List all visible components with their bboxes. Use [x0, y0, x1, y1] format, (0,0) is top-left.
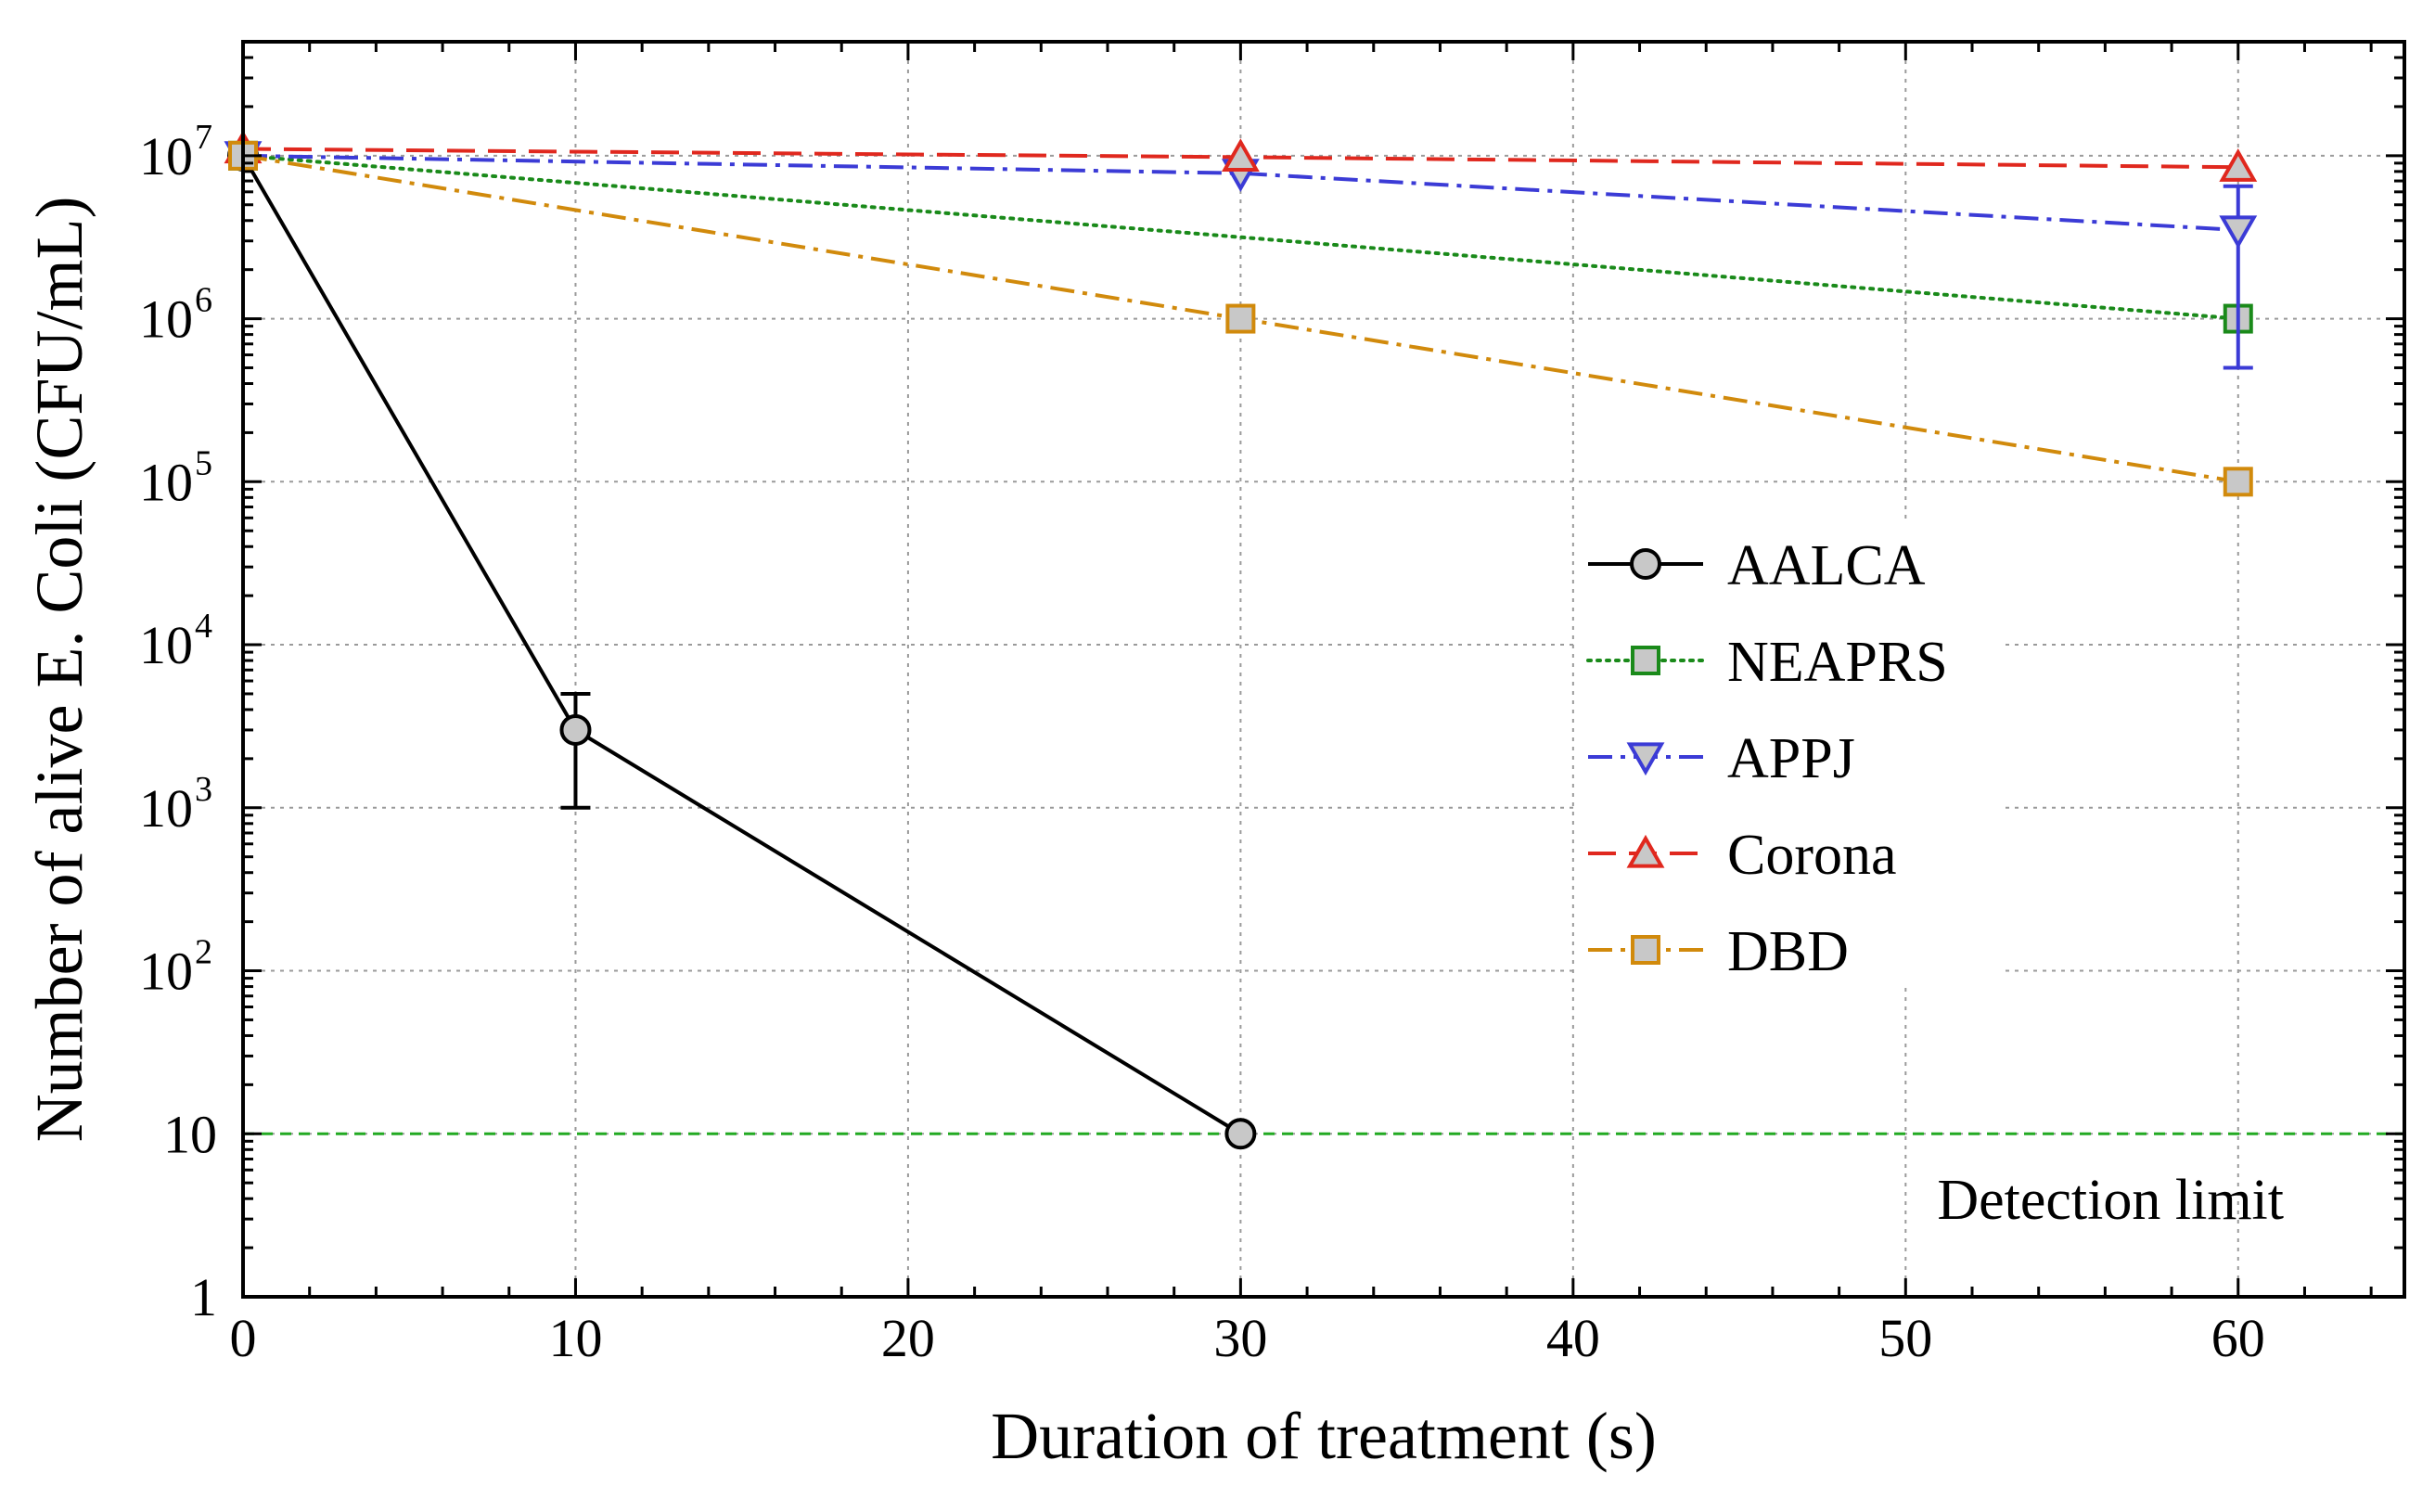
data-point-aalca: [559, 713, 592, 746]
y-tick-label: 10 4: [139, 607, 212, 675]
legend-item-appj: APPJ: [1588, 727, 1855, 790]
series-line-neaprs: [241, 153, 2240, 321]
y-tick-label: 10 2: [139, 933, 212, 1002]
legend-marker-corona: [1626, 834, 1665, 868]
x-tick-label: 40: [1546, 1308, 1600, 1368]
y-tick-exponent: 4: [195, 607, 212, 646]
data-point-corona: [1221, 138, 1260, 172]
data-point-dbd: [1225, 303, 1256, 334]
legend-item-corona: Corona: [1588, 824, 1897, 887]
detection-limit-label: Detection limit: [1937, 1169, 2284, 1232]
x-axis-title: Duration of treatment (s): [991, 1399, 1657, 1473]
y-tick-exponent: 2: [195, 933, 212, 972]
y-tick-base: 10: [139, 778, 193, 839]
legend-label-appj: APPJ: [1727, 727, 1855, 790]
x-tick-label: 0: [230, 1308, 257, 1368]
legend-item-aalca: AALCA: [1588, 534, 1926, 597]
data-point-aalca: [1224, 1118, 1257, 1150]
data-point-corona: [2219, 148, 2258, 182]
y-tick-label: 10 6: [139, 281, 212, 350]
ticks: [241, 40, 2404, 1299]
legend-marker-appj: [1626, 742, 1665, 776]
series-line-appj: [242, 153, 2238, 232]
y-tick-base: 10: [163, 1104, 217, 1164]
y-tick-base: 10: [139, 289, 193, 350]
y-tick-label: 1: [190, 1267, 217, 1327]
legend-label-neaprs: NEAPRS: [1727, 631, 1948, 694]
y-tick-base: 10: [139, 942, 193, 1002]
plot-frame: [241, 40, 2406, 1299]
legend-item-neaprs: NEAPRS: [1586, 631, 1948, 694]
series-group: [224, 130, 2258, 1150]
data-point-dbd: [2223, 467, 2253, 497]
y-tick-label: 10 7: [139, 118, 212, 186]
legend: AALCA NEAPRS APPJ Corona DBD: [1577, 521, 2006, 985]
y-tick-exponent: 3: [195, 770, 212, 809]
series-aalca: [227, 139, 1257, 1150]
x-tick-label: 50: [1878, 1308, 1932, 1368]
x-tick-label: 60: [2211, 1308, 2265, 1368]
legend-label-corona: Corona: [1727, 824, 1897, 887]
y-tick-base: 10: [139, 615, 193, 675]
y-tick-base: 10: [139, 452, 193, 512]
x-tick-labels: 0 10 20 30 40 50 60: [230, 1308, 2265, 1368]
y-axis-title: Number of alive E. Coli (CFU/mL): [22, 197, 96, 1143]
y-tick-exponent: 7: [195, 118, 212, 157]
legend-label-aalca: AALCA: [1727, 534, 1926, 597]
y-tick-label: 10: [163, 1104, 217, 1164]
legend-marker-neaprs: [1631, 646, 1660, 675]
grid: [243, 42, 2404, 1297]
y-tick-label: 10 3: [139, 770, 212, 839]
y-tick-label: 10 5: [139, 443, 212, 512]
x-tick-label: 20: [881, 1308, 935, 1368]
y-tick-exponent: 5: [195, 443, 212, 482]
legend-marker-dbd: [1631, 935, 1660, 965]
legend-item-dbd: DBD: [1588, 920, 1849, 983]
y-tick-base: 10: [139, 126, 193, 186]
x-tick-label: 10: [548, 1308, 602, 1368]
y-tick-base: 1: [190, 1267, 217, 1327]
y-tick-exponent: 6: [195, 281, 212, 320]
legend-label-dbd: DBD: [1727, 920, 1849, 983]
legend-marker-aalca: [1630, 548, 1661, 580]
data-point-appj: [2219, 215, 2258, 250]
x-tick-label: 30: [1213, 1308, 1267, 1368]
